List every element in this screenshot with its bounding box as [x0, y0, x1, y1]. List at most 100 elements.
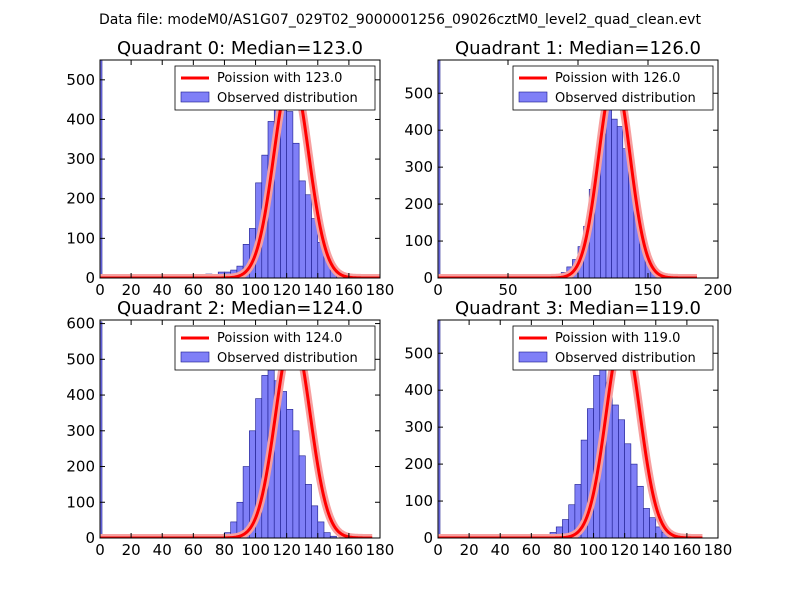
- histogram-bar: [280, 103, 287, 278]
- panel-title: Quadrant 0: Median=123.0: [117, 38, 363, 59]
- x-tick-label: 140: [303, 281, 332, 299]
- plot-content: [100, 321, 376, 538]
- y-tick-label: 100: [404, 492, 433, 510]
- x-tick-label: 0: [433, 281, 443, 299]
- y-tick-label: 300: [66, 150, 95, 168]
- legend-bar-label: Observed distribution: [217, 351, 358, 366]
- histogram-bar: [616, 126, 624, 278]
- legend-box: [174, 325, 376, 371]
- quadrant-2-panel: 0 20 40 60 80 100 120 140 160 1800100200300400500…: [66, 298, 394, 559]
- legend-line-label: Poission with 123.0: [217, 71, 342, 86]
- legend-box: [512, 325, 714, 371]
- histogram-bar: [305, 194, 312, 278]
- y-tick-label: 200: [66, 458, 95, 476]
- x-tick-label: 80: [215, 281, 234, 299]
- y-tick-label: 0: [85, 269, 95, 287]
- y-tick-label: 0: [423, 529, 433, 547]
- x-tick-label: 60: [184, 541, 203, 559]
- legend-bar-label: Observed distribution: [217, 91, 358, 106]
- y-tick-label: 100: [66, 493, 95, 511]
- x-tick-label: 20: [122, 541, 141, 559]
- plot-content: [438, 60, 701, 278]
- x-tick-label: 80: [215, 541, 234, 559]
- histogram-bar: [298, 455, 306, 538]
- plot-content: [100, 60, 380, 278]
- histogram-bar: [317, 521, 325, 538]
- x-tick-label: 180: [366, 541, 395, 559]
- x-tick-label: 160: [335, 541, 364, 559]
- histogram-bar: [611, 118, 618, 278]
- x-tick-label: 180: [366, 281, 395, 299]
- y-tick-label: 300: [66, 422, 95, 440]
- y-tick-label: 0: [423, 269, 433, 287]
- panel-title: Quadrant 2: Median=124.0: [117, 298, 363, 319]
- legend-line-label: Poission with 119.0: [555, 331, 680, 346]
- y-tick-label: 500: [404, 84, 433, 102]
- x-tick-label: 20: [460, 541, 479, 559]
- x-tick-label: 60: [522, 541, 541, 559]
- x-tick-label: 40: [153, 281, 172, 299]
- panel-title: Quadrant 3: Median=119.0: [455, 298, 701, 319]
- histogram-bar: [280, 391, 287, 538]
- legend: Poission with 119.0 Observed distribution: [512, 325, 714, 371]
- histogram-bar: [292, 430, 300, 538]
- histogram-bar: [624, 443, 632, 538]
- legend-bar-swatch: [518, 351, 548, 363]
- y-tick-label: 200: [404, 455, 433, 473]
- x-tick-label: 0: [95, 281, 105, 299]
- x-tick-label: 100: [579, 541, 608, 559]
- axes-frame: [437, 319, 719, 539]
- histogram-bar: [643, 508, 650, 538]
- histogram-bar: [286, 111, 294, 278]
- histogram-bar: [605, 104, 612, 278]
- x-tick-label: 80: [553, 541, 572, 559]
- legend-line-label: Poission with 124.0: [217, 331, 342, 346]
- x-tick-label: 140: [303, 541, 332, 559]
- axes-frame: [99, 59, 381, 279]
- panel-title: Quadrant 1: Median=126.0: [455, 38, 701, 59]
- y-tick-label: 600: [66, 315, 95, 333]
- histogram-bar: [305, 484, 312, 538]
- histogram-bar-edge: [438, 320, 441, 538]
- x-tick-label: 0: [95, 541, 105, 559]
- x-tick-label: 60: [184, 281, 203, 299]
- x-tick-label: 100: [241, 541, 270, 559]
- histogram-bar-edge: [100, 321, 103, 538]
- legend-bar-label: Observed distribution: [555, 91, 696, 106]
- histogram-bar: [611, 404, 619, 538]
- y-tick-label: 200: [66, 190, 95, 208]
- legend: Poission with 123.0 Observed distribution: [174, 65, 376, 111]
- histogram-bar: [618, 419, 625, 538]
- y-tick-label: 500: [404, 344, 433, 362]
- x-tick-label: 50: [498, 281, 517, 299]
- plot-content: [438, 320, 706, 538]
- legend-bar-swatch: [180, 91, 210, 103]
- histogram-bar: [649, 517, 657, 538]
- legend-bar-label: Observed distribution: [555, 351, 696, 366]
- histogram-bar: [292, 142, 300, 278]
- histogram-bar: [622, 148, 629, 278]
- x-tick-label: 40: [491, 541, 510, 559]
- x-tick-label: 180: [704, 541, 733, 559]
- histogram-bar: [286, 409, 294, 538]
- y-tick-label: 400: [404, 381, 433, 399]
- y-tick-label: 100: [404, 232, 433, 250]
- histogram-bar: [630, 463, 638, 538]
- axes-frame: [99, 319, 381, 539]
- poisson-fit-line: [438, 331, 704, 538]
- y-tick-label: 400: [66, 110, 95, 128]
- x-tick-label: 200: [704, 281, 733, 299]
- legend-bar-swatch: [180, 351, 210, 363]
- histogram-bar: [311, 505, 319, 538]
- poisson-fit-line: [100, 70, 380, 278]
- x-tick-label: 120: [610, 541, 639, 559]
- x-tick-label: 40: [153, 541, 172, 559]
- legend: Poission with 124.0 Observed distribution: [174, 325, 376, 371]
- histogram-bar: [323, 532, 331, 538]
- y-tick-label: 400: [66, 386, 95, 404]
- poisson-fit-line: [438, 75, 698, 278]
- y-tick-label: 300: [404, 158, 433, 176]
- legend-bar-swatch: [518, 91, 548, 103]
- histogram-bar-edge: [100, 60, 103, 278]
- x-tick-label: 100: [564, 281, 593, 299]
